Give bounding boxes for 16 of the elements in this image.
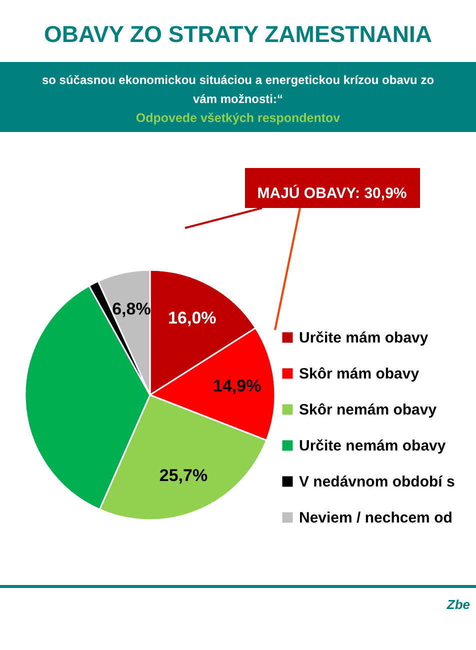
data-label: 14,9%	[212, 376, 262, 396]
text: MAJÚ OBAVY: 30,9%	[257, 184, 407, 202]
text: Odpovede všetkých respondentov	[136, 111, 340, 125]
legend-label: Neviem / nechcem od	[299, 510, 452, 526]
legend-label: Určite mám obavy	[299, 330, 429, 346]
chart-title: OBAVY ZO STRATY ZAMESTNANIA	[44, 21, 432, 47]
text: Zbe	[446, 597, 470, 612]
data-label: 25,7%	[159, 466, 208, 485]
legend-label: Skôr mám obavy	[299, 366, 420, 382]
data-label: 16,0%	[168, 308, 216, 328]
text: vám možnosti:“	[192, 92, 284, 106]
legend-label: Určite nemám obavy	[299, 438, 446, 454]
legend-label: V nedávnom období s	[299, 474, 455, 490]
text: so súčasnou ekonomickou situáciou a energetickou krízou obavu zo	[42, 73, 434, 87]
data-label: 6,8%	[112, 299, 151, 318]
legend-label: Skôr nemám obavy	[299, 402, 438, 418]
